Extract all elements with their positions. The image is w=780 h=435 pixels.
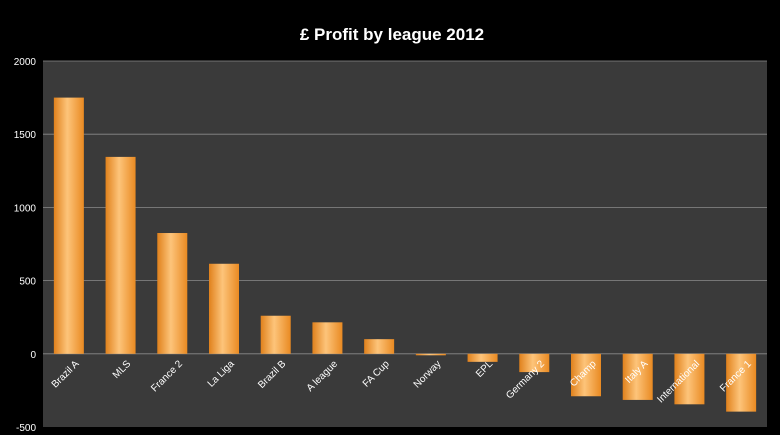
y-tick-label: 500	[19, 277, 36, 288]
bar-la-liga	[209, 263, 239, 354]
y-axis: -500 0 500 1000 1500 2000	[14, 57, 37, 434]
bar-france-1	[726, 353, 757, 412]
y-tick-label: -500	[16, 423, 36, 434]
bar-france-2	[157, 233, 188, 354]
bar-brazil-b	[260, 315, 291, 354]
y-tick-label: 1500	[14, 130, 37, 141]
bar-germany-2	[519, 353, 550, 373]
bar-mls	[105, 156, 136, 354]
y-tick-label: 2000	[14, 57, 37, 68]
plot-area	[43, 61, 767, 427]
bar-champ	[571, 353, 601, 397]
chart-title: £ Profit by league 2012	[300, 25, 484, 44]
bar-norway	[415, 353, 446, 356]
bar-italy-a	[622, 353, 653, 400]
bars	[53, 97, 757, 412]
bar-brazil-a	[53, 97, 84, 354]
bar-fa-cup	[364, 339, 395, 354]
y-tick-label: 0	[30, 350, 36, 361]
bar-international	[674, 353, 705, 405]
bar-a-league	[312, 322, 343, 354]
bar-epl	[467, 353, 498, 362]
y-tick-label: 1000	[14, 203, 37, 214]
